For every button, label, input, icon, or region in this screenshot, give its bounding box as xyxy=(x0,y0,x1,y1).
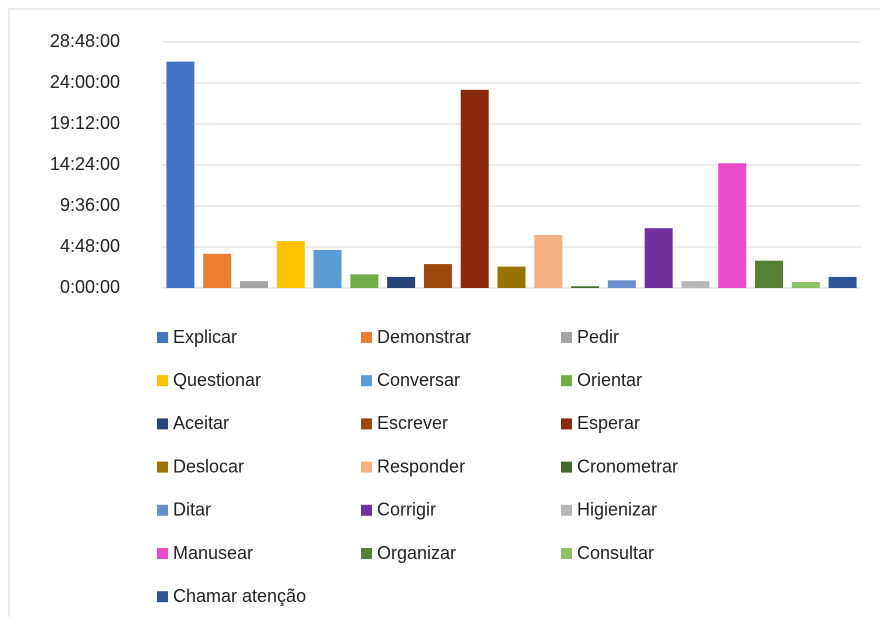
legend-label: Escrever xyxy=(377,413,448,433)
bar xyxy=(423,264,452,288)
legend-label: Aceitar xyxy=(173,413,229,433)
y-tick-label: 14:24:00 xyxy=(50,154,120,174)
legend-label: Deslocar xyxy=(173,456,244,476)
bar xyxy=(534,235,563,288)
legend-label: Questionar xyxy=(173,370,261,390)
y-tick-label: 28:48:00 xyxy=(50,31,120,51)
legend-swatch xyxy=(157,332,168,343)
legend-swatch xyxy=(157,375,168,387)
bar xyxy=(497,266,526,288)
bar xyxy=(313,249,342,288)
legend-swatch xyxy=(561,461,572,473)
legend-label: Orientar xyxy=(577,370,642,390)
bar xyxy=(350,274,379,288)
legend-label: Responder xyxy=(377,456,465,476)
legend-label: Explicar xyxy=(173,327,237,347)
y-tick-label: 24:00:00 xyxy=(50,72,120,92)
bar xyxy=(828,276,857,288)
legend-label: Chamar atenção xyxy=(173,586,306,606)
bar xyxy=(607,280,636,288)
legend-label: Organizar xyxy=(377,543,456,563)
bar xyxy=(571,286,600,288)
bar xyxy=(644,228,673,288)
legend-label: Cronometrar xyxy=(577,456,678,476)
y-tick-label: 0:00:00 xyxy=(60,277,120,297)
legend-swatch xyxy=(361,461,372,473)
legend-label: Conversar xyxy=(377,370,460,390)
y-tick-label: 9:36:00 xyxy=(60,195,120,215)
bar xyxy=(718,163,747,288)
legend-swatch xyxy=(361,504,372,516)
legend-label: Demonstrar xyxy=(377,327,471,347)
legend-swatch xyxy=(561,375,572,387)
bar xyxy=(681,281,710,288)
legend-swatch xyxy=(361,548,372,559)
chart-frame xyxy=(8,8,880,617)
legend-swatch xyxy=(157,504,168,516)
bar xyxy=(239,281,268,288)
bar xyxy=(166,61,195,289)
bar xyxy=(460,89,489,288)
legend-swatch xyxy=(361,332,372,343)
legend-label: Higienizar xyxy=(577,500,657,520)
bar xyxy=(791,282,820,288)
legend-swatch xyxy=(361,375,372,387)
legend-label: Pedir xyxy=(577,327,619,347)
legend-label: Corrigir xyxy=(377,500,436,520)
legend-swatch xyxy=(561,548,572,559)
legend-swatch xyxy=(561,418,572,430)
bar xyxy=(387,276,416,288)
legend-label: Manusear xyxy=(173,543,253,563)
y-tick-label: 4:48:00 xyxy=(60,236,120,256)
bar xyxy=(203,253,232,288)
bar xyxy=(755,260,784,288)
legend-swatch xyxy=(157,418,168,430)
legend-label: Consultar xyxy=(577,543,654,563)
legend-swatch xyxy=(157,591,168,603)
legend-label: Esperar xyxy=(577,413,640,433)
legend-swatch xyxy=(157,548,168,559)
legend-swatch xyxy=(157,461,168,473)
legend-swatch xyxy=(561,504,572,516)
legend-label: Ditar xyxy=(173,500,211,520)
legend-swatch xyxy=(561,332,572,343)
y-tick-label: 19:12:00 xyxy=(50,113,120,133)
bar xyxy=(276,241,305,288)
legend-swatch xyxy=(361,418,372,430)
